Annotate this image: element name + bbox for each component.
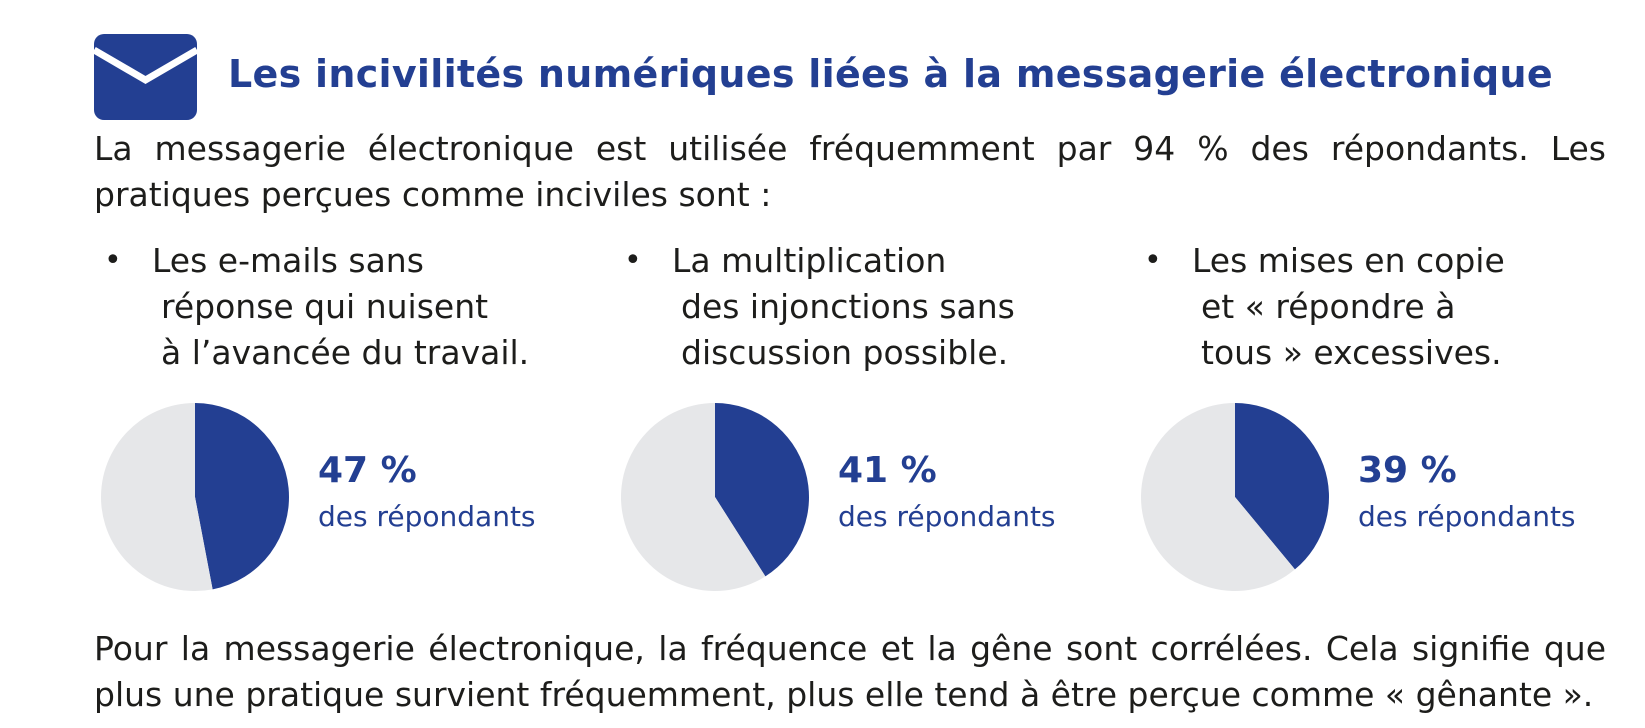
bullet-item: • Les e-mails sans réponse qui nuisent à… [104, 238, 530, 376]
percent-caption: des répondants [838, 500, 1056, 533]
bullet-line: discussion possible. [681, 333, 1009, 372]
bullet-line: tous » excessives. [1201, 333, 1502, 372]
envelope-icon [94, 34, 197, 120]
percent-value: 47 % [318, 450, 417, 491]
pie-slice-remainder [1141, 403, 1295, 591]
pie-chart [100, 403, 289, 591]
bullet-item: • La multiplication des injonctions sans… [624, 238, 1015, 376]
bullet-line: à l’avancée du travail. [161, 333, 530, 372]
percent-value: 41 % [838, 450, 937, 491]
bullet-dot: • [104, 243, 122, 278]
bullet-item: • Les mises en copie et « répondre à tou… [1144, 238, 1505, 376]
bullet-line: réponse qui nuisent [161, 287, 489, 326]
pie-slice-respondents [195, 403, 289, 590]
bullet-line: et « répondre à [1201, 287, 1456, 326]
page-title: Les incivilités numériques liées à la me… [228, 52, 1553, 96]
bullet-dot: • [1144, 243, 1162, 278]
bullet-dot: • [624, 243, 642, 278]
header: Les incivilités numériques liées à la me… [94, 34, 1594, 120]
percent-value: 39 % [1358, 450, 1457, 491]
stat-column: • La multiplication des injonctions sans… [620, 238, 1120, 608]
percent-caption: des répondants [1358, 500, 1576, 533]
footer-text: Pour la messagerie électronique, la fréq… [94, 629, 1606, 714]
bullet-line: Les e-mails sans [152, 241, 424, 280]
bullet-line: Les mises en copie [1192, 241, 1505, 280]
pie-chart [1141, 403, 1329, 591]
bullet-line: La multiplication [672, 241, 947, 280]
percent-caption: des répondants [318, 500, 536, 533]
stat-column: • Les mises en copie et « répondre à tou… [1140, 238, 1640, 608]
pie-slice-remainder [100, 403, 213, 591]
pie-chart [621, 403, 809, 591]
pie-slice-respondents [1235, 403, 1329, 570]
pie-slice-respondents [715, 403, 809, 577]
stat-column: • Les e-mails sans réponse qui nuisent à… [100, 238, 600, 608]
pie-slice-remainder [621, 403, 766, 591]
intro-text: La messagerie électronique est utilisée … [94, 129, 1606, 214]
bullet-line: des injonctions sans [681, 287, 1015, 326]
